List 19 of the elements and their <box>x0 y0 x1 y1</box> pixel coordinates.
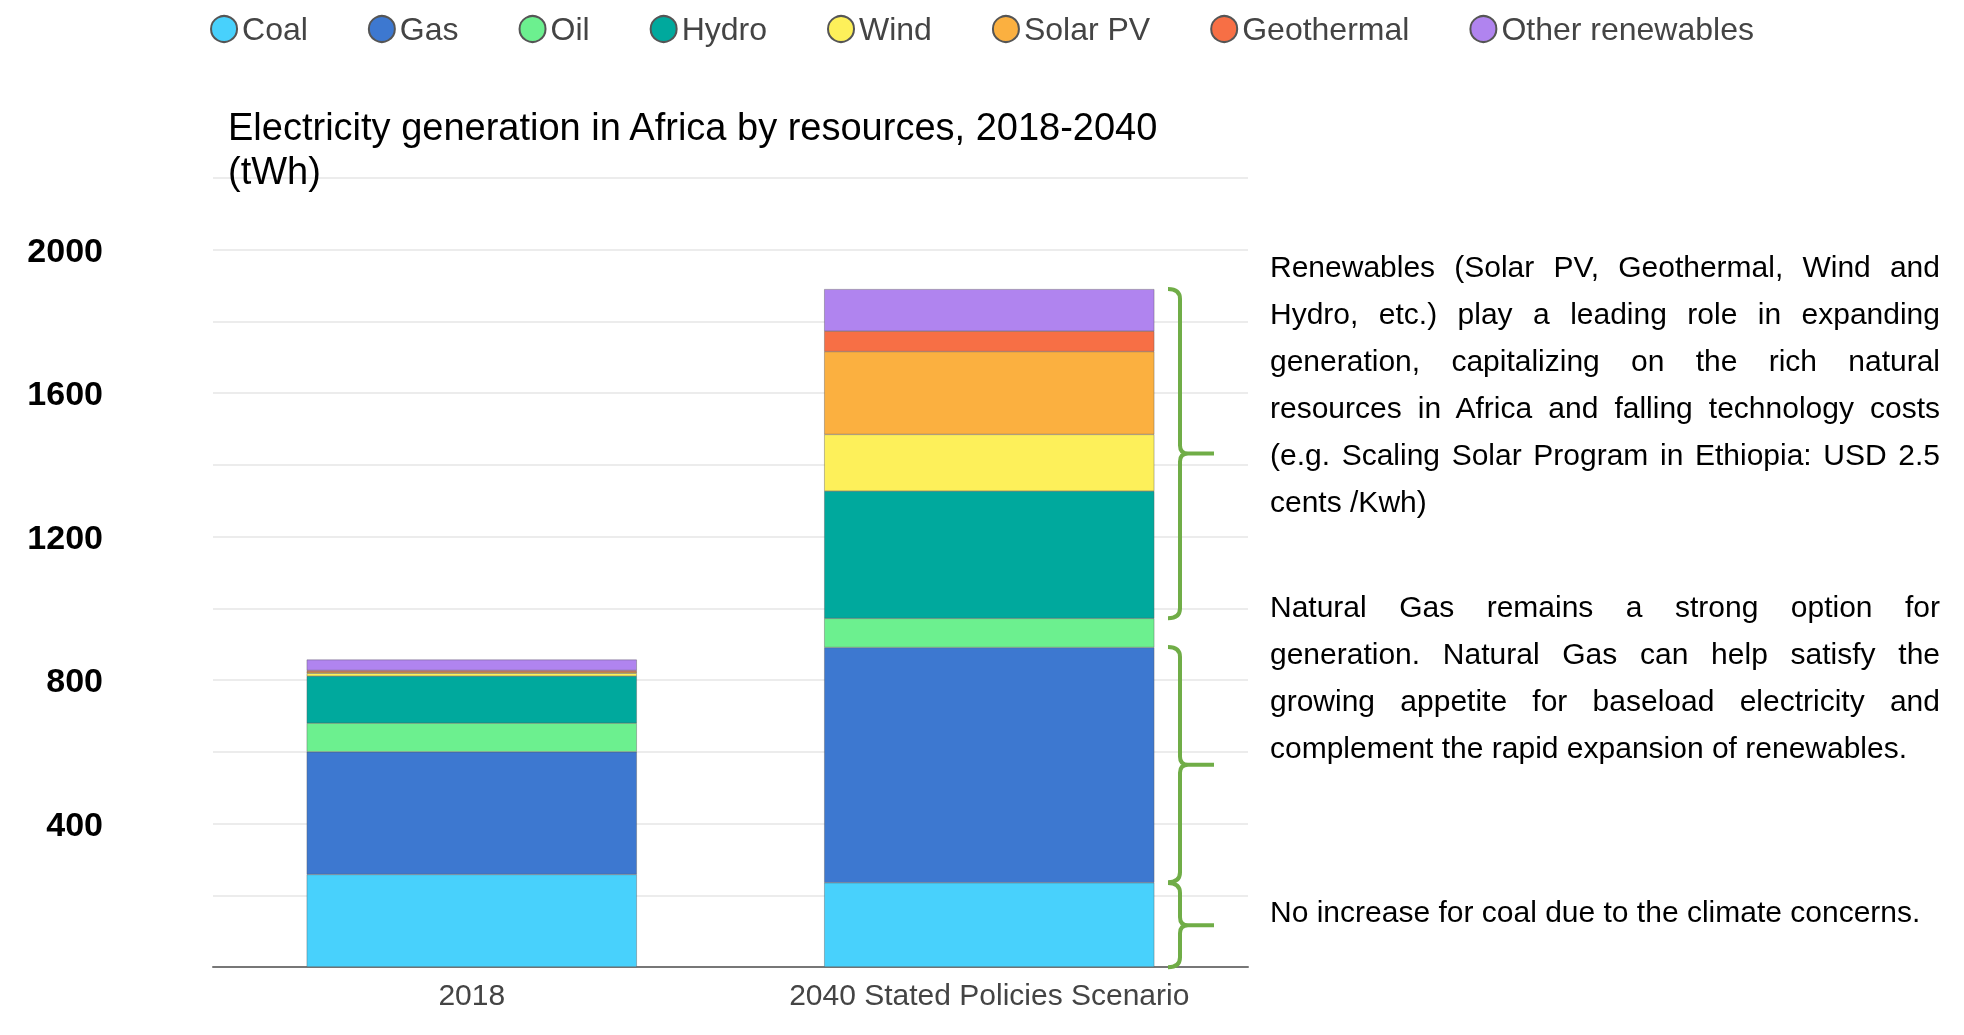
text: Renewables (Solar PV, Geothermal, Wind and Hydro, etc.) play a leading role in expanding generation, capitalizing on the rich natural resources in Africa and falling technology costs (e.g. Scaling Solar Program in Ethiopia: USD 2.5 cents /Kwh) <box>1270 249 1940 520</box>
text: No increase for coal due to the climate concerns. <box>1270 894 1922 930</box>
y-tick-label: 2000 <box>27 230 103 269</box>
y-tick-label: 1200 <box>27 517 103 556</box>
legend-label: Solar PV <box>1023 11 1151 47</box>
y-tick-label: 400 <box>46 804 103 843</box>
legend-label: Gas <box>399 11 459 47</box>
legend-label: Geothermal <box>1242 11 1410 47</box>
legend-label: Hydro <box>681 11 768 47</box>
x-tick-label: 2018 <box>438 977 506 1011</box>
y-tick-label: 800 <box>46 661 103 700</box>
legend-label: Oil <box>550 11 590 47</box>
legend-label: Coal <box>242 11 308 47</box>
legend-label: Other renewables <box>1501 11 1754 47</box>
legend-label: Wind <box>859 11 932 47</box>
text: Natural Gas remains a strong option for generation. Natural Gas can help satisfy the growing appetite for baseload electricity and complement the rapid expansion of renewables. <box>1270 589 1940 766</box>
y-tick-label: 1600 <box>27 374 103 413</box>
x-tick-label: 2040 Stated Policies Scenario <box>789 977 1190 1011</box>
chart-title: Electricity generation in Africa by resources, 2018-2040 (tWh) <box>228 106 1168 192</box>
